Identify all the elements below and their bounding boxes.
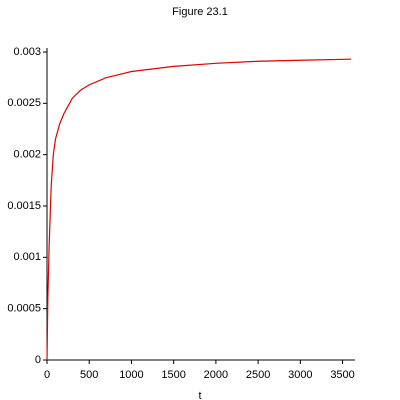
x-tick-label: 3500 (330, 369, 354, 381)
x-tick-label: 1000 (119, 369, 143, 381)
x-tick-label: 2500 (246, 369, 270, 381)
x-tick-label: 500 (80, 369, 98, 381)
x-tick-label: 1500 (161, 369, 185, 381)
y-tick-label: 0.003 (13, 46, 41, 58)
x-tick-label: 0 (44, 369, 50, 381)
x-axis-label: t (198, 390, 201, 400)
y-tick-label: 0.0025 (7, 97, 41, 109)
y-tick-label: 0.001 (13, 251, 41, 263)
x-tick-label: 2000 (204, 369, 228, 381)
x-tick-label: 3000 (288, 369, 312, 381)
y-tick-label: 0.002 (13, 149, 41, 161)
y-tick-label: 0 (35, 354, 41, 366)
chart-title: Figure 23.1 (172, 6, 228, 18)
y-tick-label: 0.0015 (7, 200, 41, 212)
y-tick-label: 0.0005 (7, 303, 41, 315)
data-line (46, 58, 352, 361)
